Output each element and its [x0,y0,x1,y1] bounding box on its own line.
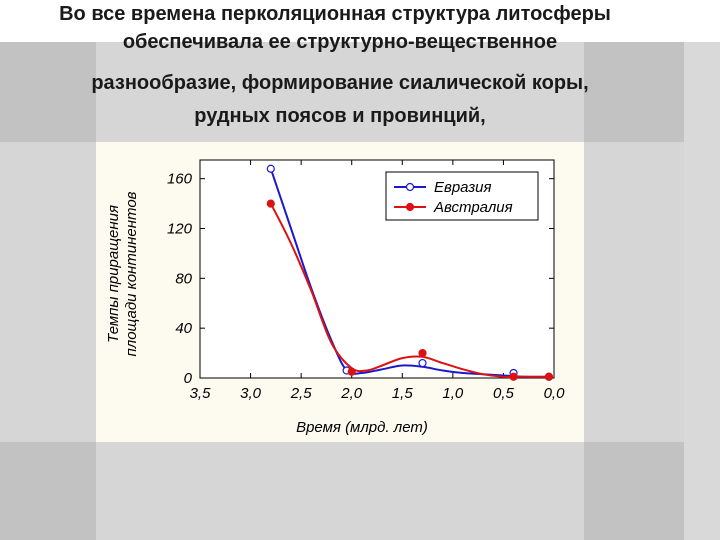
data-point-australia [509,372,518,381]
background-strip [684,42,720,540]
legend-marker-australia [405,202,415,212]
background-block [0,42,96,142]
data-point-australia [418,348,427,358]
x-tick-label: 2,0 [340,385,363,402]
y-tick-label: 0 [184,370,193,387]
y-tick-label: 120 [167,221,193,238]
x-tick-label: 3,5 [190,385,212,402]
data-point-australia [266,199,275,208]
background-block [0,442,96,540]
data-point-australia [347,367,356,376]
slide-title-line-2: обеспечивала ее структурно-вещественное [122,31,558,53]
data-point-eurasia [266,164,275,173]
y-tick-label: 80 [175,270,192,287]
y-axis-label-line-1: Темпы приращения [105,205,122,343]
legend-marker-eurasia [405,182,415,192]
series-line-australia [269,203,549,378]
y-tick-label: 160 [167,171,193,188]
legend-label-australia: Австралия [433,199,513,216]
line-chart: 3,5 3,0 2,5 2,0 1,5 1,0 0,5 0,0 0 40 80 120 160 Евра… [105,159,566,436]
data-point-eurasia [418,358,427,368]
y-tick-label: 40 [175,320,192,337]
background-block [584,442,684,540]
slide-title-line-3: разнообразие, формирование сиалической к… [91,72,589,94]
legend-label-eurasia: Евразия [434,179,492,196]
x-tick-label: 3,0 [240,385,262,402]
x-tick-label: 2,5 [290,385,313,402]
y-axis-label-line-2: площади континентов [123,191,140,356]
slide-title-line-4: рудных поясов и провинций, [194,105,486,127]
x-tick-label: 0,5 [493,385,515,402]
data-point-australia [544,372,554,381]
background-block [584,42,684,142]
legend-box [385,171,539,221]
chart-panel: 3,5 3,0 2,5 2,0 1,5 1,0 0,5 0,0 0 40 80 120 160 Евра… [96,142,584,442]
x-tick-label: 1,0 [442,385,464,402]
slide-title-line-1: Во все времена перколяционная структура … [59,3,611,25]
x-axis-label: Время (млрд. лет) [296,419,428,436]
x-tick-label: 0,0 [544,385,566,402]
x-tick-label: 1,5 [392,385,414,402]
